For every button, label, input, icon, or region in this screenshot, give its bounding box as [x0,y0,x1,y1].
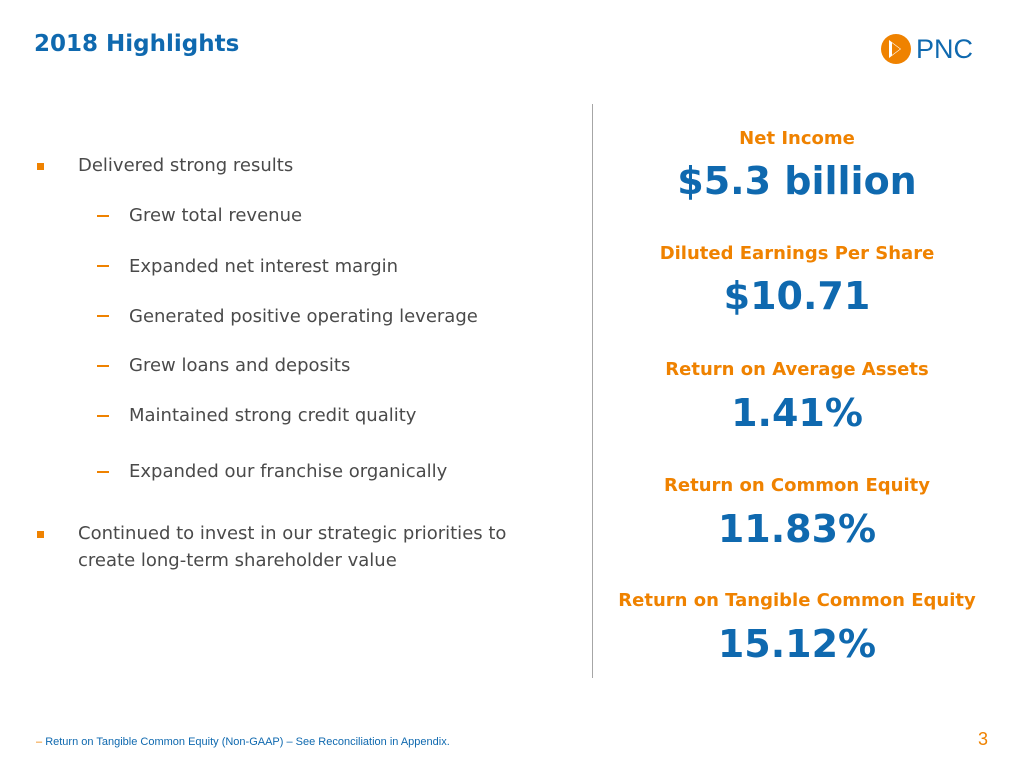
dash-bullet-icon [97,215,109,217]
vertical-divider [592,104,593,678]
main-bullet-text-continued: create long-term shareholder value [78,550,397,571]
sub-bullet-text: Expanded our franchise organically [129,461,448,482]
dash-bullet-icon [97,471,109,473]
metric-value-diluted-eps: $10.71 [723,274,871,318]
dash-bullet-icon [97,365,109,367]
sub-bullet-text: Expanded net interest margin [129,256,399,277]
dash-bullet-icon [97,415,109,417]
sub-bullet-text: Grew total revenue [129,205,303,226]
pnc-logo-text: PNC [916,33,974,64]
dash-bullet-icon [97,265,109,267]
metric-value-roaa: 1.41% [731,391,863,435]
footnote-text: Return on Tangible Common Equity (Non-GA… [45,736,450,748]
main-bullet-text: Continued to invest in our strategic pri… [78,523,507,544]
highlights-bullet-list: Delivered strong results Grew total reve… [37,155,507,571]
metric-label-roaa: Return on Average Assets [665,359,929,380]
square-bullet-icon [37,531,44,538]
metric-value-net-income: $5.3 billion [677,159,917,203]
pnc-logo: PNC [880,30,973,68]
sub-bullet-text: Maintained strong credit quality [129,405,417,426]
metric-label-diluted-eps: Diluted Earnings Per Share [659,243,935,264]
metric-label-roce: Return on Common Equity [664,475,930,496]
metric-label-rotce: Return on Tangible Common Equity [618,590,976,611]
main-bullet-text: Delivered strong results [78,155,294,176]
metric-value-roce: 11.83% [717,507,877,551]
dash-bullet-icon [97,315,109,317]
sub-bullet-text: Grew loans and deposits [129,355,351,376]
footnote: – Return on Tangible Common Equity (Non-… [36,737,450,748]
sub-bullet-text: Generated positive operating leverage [129,306,478,327]
pnc-logo-icon [881,34,911,64]
slide-title: 2018 Highlights [34,31,240,57]
metric-value-rotce: 15.12% [717,622,877,666]
footnote-dash: – [36,736,46,748]
page-number: 3 [978,729,989,749]
metric-label-net-income: Net Income [739,128,855,149]
square-bullet-icon [37,163,44,170]
